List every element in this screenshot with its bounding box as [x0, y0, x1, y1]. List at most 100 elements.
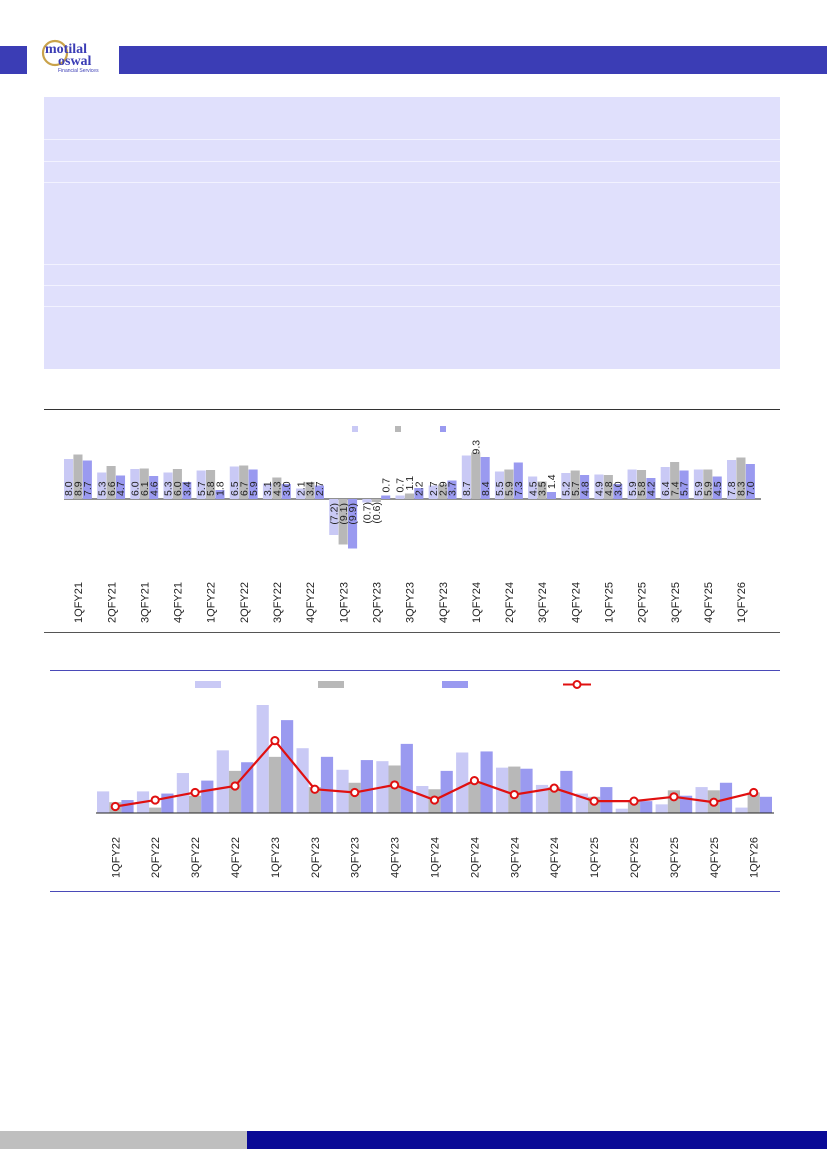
- svg-text:motilal: motilal: [45, 42, 87, 57]
- line-point-3QFY22: [190, 787, 200, 798]
- line-point-2QFY23: [310, 784, 320, 794]
- footer-blue-bar: [247, 1131, 827, 1149]
- bar-3QFY23-s3: [360, 760, 373, 813]
- bar-3QFY22-s1: [176, 773, 189, 813]
- footer-grey-bar: [0, 1131, 247, 1149]
- data-label-2QFY25-s3: 4.2: [646, 481, 658, 496]
- bar-3QFY23-s3: [414, 488, 424, 499]
- data-label-1QFY24-s3: 8.4: [480, 481, 492, 496]
- bar-1QFY22-s1: [196, 470, 206, 499]
- summary-box: [44, 97, 780, 369]
- data-label-4QFY22-s2: 3.4: [305, 481, 317, 496]
- bar-1QFY25-s1: [594, 474, 604, 499]
- line-point-2QFY24: [469, 776, 479, 786]
- bar-2QFY23-s1: [296, 748, 309, 813]
- data-label-1QFY25-s3: 3.0: [612, 481, 624, 496]
- data-label-2QFY23-s1: (0.7): [362, 502, 374, 524]
- x-tick-label: 1QFY23: [270, 837, 282, 878]
- data-label-1QFY23-s3: (9.9): [347, 503, 359, 525]
- summary-row-divider: [44, 306, 780, 307]
- bar-4QFY22-s3: [241, 762, 254, 813]
- data-label-3QFY25-s3: 5.7: [679, 481, 691, 496]
- chart2-bottom-rule: [50, 891, 780, 892]
- bar-2QFY23-s3: [320, 756, 334, 813]
- chart2-top-rule: [50, 670, 780, 671]
- bar-1QFY26-s1: [735, 807, 748, 813]
- data-label-1QFY22-s1: 5.7: [196, 481, 208, 496]
- bar-2QFY25-s1: [615, 808, 628, 813]
- bar-4QFY21-s1: [163, 472, 173, 499]
- bar-1QFY23-s1: [329, 499, 339, 535]
- bar-2QFY24-s3: [480, 751, 493, 813]
- line-point-1QFY25: [589, 796, 599, 806]
- x-tick-label: 3QFY22: [272, 582, 284, 623]
- summary-row-divider: [44, 264, 780, 265]
- bar-2QFY22-s2: [149, 807, 162, 813]
- x-tick-label: 4QFY25: [709, 837, 721, 878]
- data-label-4QFY22-s3: 2.7: [314, 481, 326, 496]
- bar-1QFY26-s2: [736, 457, 746, 499]
- data-label-1QFY26-s1: 7.8: [726, 481, 738, 496]
- data-label-4QFY21-s1: 5.3: [163, 481, 175, 496]
- bar-4QFY21-s3: [182, 482, 192, 499]
- summary-row-divider: [44, 182, 780, 183]
- x-tick-label: 1QFY25: [604, 582, 616, 623]
- data-label-4QFY24-s2: 5.7: [570, 481, 582, 496]
- bar-2QFY24-s2: [468, 781, 481, 813]
- summary-row-divider: [44, 161, 780, 162]
- data-label-4QFY23-s1: 2.7: [428, 481, 440, 496]
- bar-1QFY26-s3: [759, 796, 772, 813]
- data-label-1QFY26-s3: 7.0: [745, 481, 757, 496]
- x-tick-label: 4QFY21: [173, 582, 185, 623]
- line-point-4QFY25: [709, 797, 719, 807]
- x-tick-label: 3QFY22: [190, 837, 202, 878]
- data-label-3QFY21-s1: 6.0: [130, 481, 142, 496]
- bar-4QFY23-s3: [400, 743, 413, 813]
- data-label-4QFY23-s3: 3.7: [447, 481, 459, 496]
- chart1-top-rule: [44, 409, 780, 410]
- bar-2QFY21-s2: [106, 466, 116, 499]
- bar-1QFY23-s2: [268, 756, 281, 813]
- bar-3QFY21-s2: [139, 468, 149, 499]
- bar-3QFY22-s2: [189, 795, 202, 813]
- data-label-3QFY23-s1: 0.7: [395, 478, 407, 493]
- data-label-2QFY23-s3: 0.7: [380, 478, 392, 493]
- bar-2QFY22-s3: [248, 469, 258, 499]
- data-label-2QFY24-s1: 5.5: [494, 481, 506, 496]
- x-tick-label: 2QFY25: [637, 582, 649, 623]
- bar-1QFY25-s2: [603, 475, 613, 499]
- data-label-4QFY23-s2: 2.9: [437, 481, 449, 496]
- x-tick-label: 4QFY25: [703, 582, 715, 623]
- summary-row-divider: [44, 139, 780, 140]
- bar-1QFY22-s3: [121, 800, 134, 813]
- bar-1QFY23-s3: [281, 720, 294, 813]
- bar-1QFY23-s1: [256, 705, 269, 813]
- bar-2QFY21-s3: [115, 475, 126, 499]
- data-label-4QFY22-s1: 2.1: [295, 481, 307, 496]
- bar-4QFY25-s3: [712, 476, 722, 499]
- data-label-3QFY24-s3: 1.4: [546, 474, 558, 489]
- bar-4QFY24-s2: [548, 787, 561, 813]
- x-tick-label: 1QFY22: [110, 837, 122, 878]
- bar-1QFY22-s3: [215, 490, 225, 499]
- data-label-3QFY24-s2: 3.5: [537, 481, 549, 496]
- data-label-3QFY25-s2: 7.4: [669, 481, 681, 496]
- bar-1QFY22-s2: [206, 470, 216, 499]
- line-point-4QFY23: [390, 780, 400, 790]
- bar-3QFY24-s3: [546, 492, 556, 499]
- bar-4QFY25-s1: [693, 469, 703, 499]
- data-label-1QFY23-s2: (9.1): [338, 503, 350, 525]
- x-tick-label: 1QFY26: [736, 582, 748, 623]
- bar-4QFY25-s3: [719, 782, 733, 813]
- line-point-1QFY22: [110, 801, 120, 812]
- x-tick-label: 1QFY21: [73, 582, 85, 623]
- line-point-3QFY25: [669, 792, 679, 802]
- motilal-oswal-logo: motilal oswal Financial Services: [41, 39, 99, 74]
- data-label-2QFY23-s2: (0.6): [371, 502, 383, 524]
- bar-2QFY23-s1: [362, 499, 372, 503]
- x-tick-label: 3QFY23: [405, 582, 417, 623]
- bar-1QFY21-s3: [82, 460, 92, 499]
- data-label-4QFY25-s2: 5.9: [702, 481, 714, 496]
- data-label-1QFY21-s3: 7.7: [82, 481, 94, 496]
- data-label-2QFY21-s3: 4.7: [115, 481, 127, 496]
